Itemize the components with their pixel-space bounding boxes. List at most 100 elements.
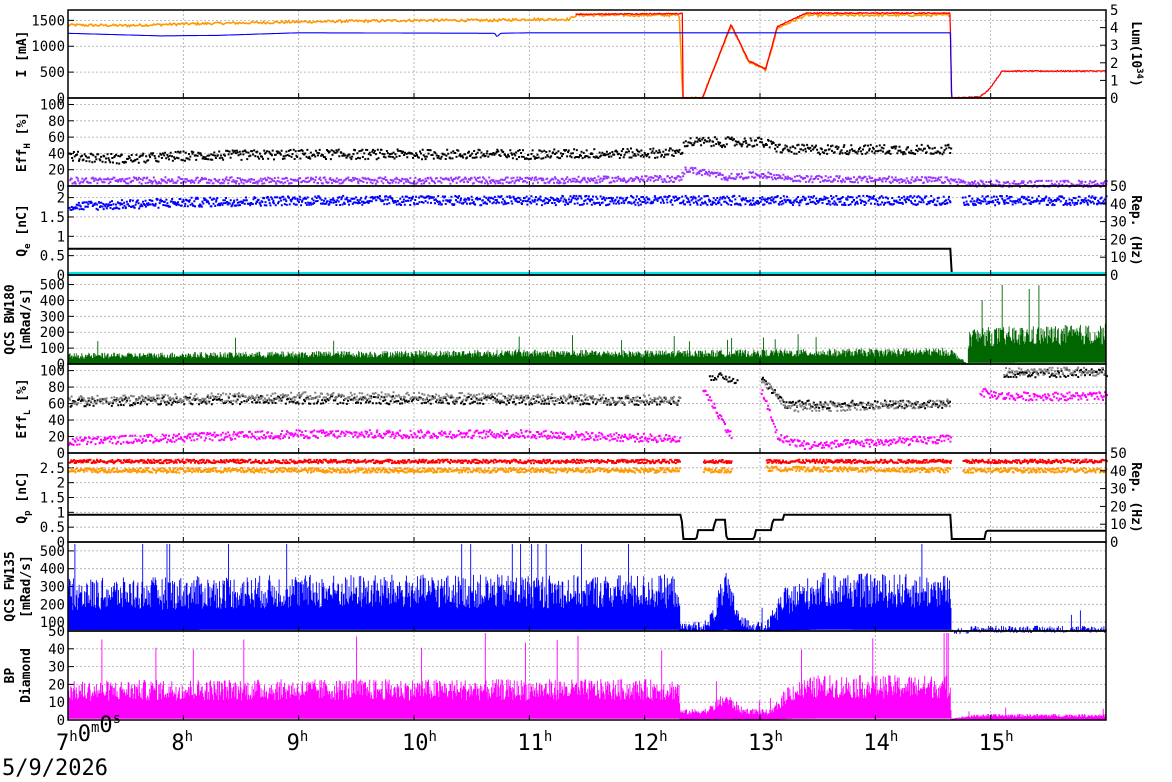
series-effl-1 xyxy=(68,366,1107,413)
y-tick-label: 100 xyxy=(40,364,65,380)
series-effh-1 xyxy=(69,166,1108,188)
y-tick-label: 500 xyxy=(40,278,65,294)
series-line xyxy=(575,11,1107,99)
y-tick-label: 0 xyxy=(57,535,65,551)
x-tick-label-number: 12 xyxy=(633,731,660,756)
y-tick-label: 1500 xyxy=(31,13,65,29)
y-axis-label-main: Eff xyxy=(15,415,30,438)
y-tick-label: 30 xyxy=(48,660,65,676)
x-tick-label-unit: h xyxy=(544,729,552,745)
right-y-axis-label: Rep. (Hz) xyxy=(1128,462,1143,532)
y-axis-label-sub: p xyxy=(23,510,33,516)
x-tick-label: 12h xyxy=(633,729,668,756)
x-tick-label-number: 0 xyxy=(78,722,91,747)
y-tick-label: 400 xyxy=(40,293,65,309)
series-line xyxy=(68,513,1106,540)
y-tick-label: 20 xyxy=(48,163,65,179)
y-tick-label: 60 xyxy=(48,397,65,413)
y-tick-label: 80 xyxy=(48,114,65,130)
y-tick-label: 1000 xyxy=(31,39,65,55)
x-tick-label-number: 7 xyxy=(56,731,69,756)
y-axis-label-line2: [mRad/s] xyxy=(19,288,34,351)
series-qcs_fw135-0 xyxy=(67,544,1107,634)
y-tick-label: 500 xyxy=(40,544,65,560)
series-qp-2 xyxy=(68,513,1106,540)
right-y-tick-label: 30 xyxy=(1110,482,1127,498)
series-spikes xyxy=(67,285,1107,364)
y-axis-label: I [mA] xyxy=(15,31,30,78)
x-tick-label: 15h xyxy=(979,729,1014,756)
y-axis-label: BP xyxy=(3,668,18,684)
series-qe-1 xyxy=(68,247,1106,276)
x-tick-label-unit: h xyxy=(775,729,783,745)
y-tick-label: 100 xyxy=(40,341,65,357)
x-tick-label-number: 0 xyxy=(99,713,112,738)
y-tick-label: 20 xyxy=(48,430,65,446)
series-dots xyxy=(68,194,1108,211)
x-tick-label-number: 10 xyxy=(402,731,429,756)
x-tick-label-unit: h xyxy=(1005,729,1013,745)
right-y-tick-label: 10 xyxy=(1110,250,1127,266)
x-tick-label-number: 14 xyxy=(863,731,890,756)
series-dots xyxy=(68,136,953,165)
series-spikes xyxy=(67,633,1107,720)
x-tick-label-unit: h xyxy=(659,729,667,745)
y-tick-label: 200 xyxy=(40,597,65,613)
y-tick-label: 500 xyxy=(40,65,65,81)
y-tick-label: 60 xyxy=(48,130,65,146)
y-tick-label: 1.5 xyxy=(40,491,65,507)
x-tick-label-number: 9 xyxy=(287,731,300,756)
y-axis-label-end: [nC] xyxy=(15,471,30,510)
series-qp-0 xyxy=(68,458,1108,465)
x-tick-label-unit: h xyxy=(185,729,193,745)
y-tick-label: 0.5 xyxy=(40,249,65,265)
series-bp_diamond-0 xyxy=(67,633,1107,720)
right-y-tick-label: 20 xyxy=(1110,232,1127,248)
series-dots xyxy=(68,388,1109,450)
y-axis-label: Qp [nC] xyxy=(15,471,33,523)
series-qp-1 xyxy=(68,465,1108,474)
series-effh-0 xyxy=(68,136,953,165)
right-y-tick-label: 0 xyxy=(1110,535,1118,551)
right-y-tick-label: 4 xyxy=(1110,21,1118,37)
y-axis-label-end: [nC] xyxy=(15,204,30,243)
y-tick-label: 200 xyxy=(40,325,65,341)
x-tick-label-unit: m xyxy=(91,720,99,736)
right-y-axis-label: Lum(1034) xyxy=(1128,21,1144,87)
x-tick-label-number: 11 xyxy=(517,731,544,756)
x-tick-label: 11h xyxy=(517,729,552,756)
y-axis-label-sub: e xyxy=(23,243,33,249)
y-tick-label: 10 xyxy=(48,695,65,711)
x-tick-label: 13h xyxy=(748,729,783,756)
right-y-tick-label: 1 xyxy=(1110,73,1118,89)
right-y-axis-label: Rep. (Hz) xyxy=(1128,195,1143,265)
y-axis-label-main: Eff xyxy=(15,149,30,172)
y-tick-label: 2 xyxy=(57,191,65,207)
right-y-tick-label: 20 xyxy=(1110,499,1127,515)
x-tick-label-start: 7h0m0s xyxy=(56,711,121,756)
y-axis-label: QCS BW180 xyxy=(3,284,18,355)
y-tick-label: 80 xyxy=(48,380,65,396)
y-tick-label: 1 xyxy=(57,229,65,245)
right-y-tick-label: 40 xyxy=(1110,464,1127,480)
right-y-tick-label: 0 xyxy=(1110,268,1118,284)
y-axis-label-sub: L xyxy=(23,409,33,415)
y-tick-label: 0.5 xyxy=(40,520,65,536)
series-line xyxy=(68,32,1106,99)
right-y-tick-label: 10 xyxy=(1110,517,1127,533)
y-axis-label-end: [%] xyxy=(15,112,30,143)
y-tick-label: 0 xyxy=(57,179,65,195)
series-current-0 xyxy=(67,12,951,99)
y-tick-label: 0 xyxy=(57,91,65,107)
x-tick-label: 10h xyxy=(402,729,437,756)
y-tick-label: 0 xyxy=(57,357,65,373)
